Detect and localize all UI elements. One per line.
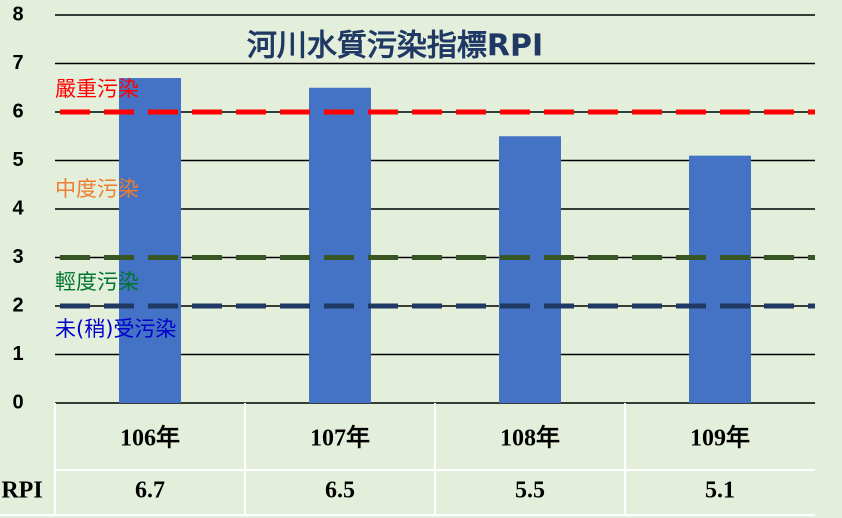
table-value: 6.7: [135, 478, 165, 504]
y-tick-label: 0: [12, 391, 23, 413]
y-tick-label: 3: [12, 246, 23, 268]
bar: [499, 136, 561, 403]
y-tick-label: 4: [12, 197, 24, 219]
y-tick-label: 2: [12, 294, 23, 316]
y-tick-label: 8: [12, 3, 23, 25]
annotation: 嚴重污染: [55, 77, 139, 101]
annotation: 中度污染: [55, 177, 139, 201]
chart: 29 012345678嚴重污染中度污染輕度污染未(稍)受污染106年6.710…: [0, 0, 842, 518]
table-value: 5.5: [515, 478, 545, 504]
bar: [119, 78, 181, 403]
bar: [309, 88, 371, 403]
y-tick-label: 1: [12, 343, 23, 365]
bar: [689, 156, 751, 403]
y-tick-label: 6: [12, 100, 23, 122]
table-value: 6.5: [325, 478, 355, 504]
page: 29 012345678嚴重污染中度污染輕度污染未(稍)受污染106年6.710…: [0, 0, 842, 518]
row-label: RPI: [1, 478, 42, 504]
category-label: 108年: [500, 424, 560, 452]
annotation: 輕度污染: [55, 270, 139, 294]
category-label: 106年: [120, 424, 180, 452]
y-tick-label: 5: [12, 149, 23, 171]
chart-title: 河川水質污染指標RPI: [247, 29, 543, 64]
y-tick-label: 7: [12, 52, 23, 74]
category-label: 109年: [690, 424, 750, 452]
table-value: 5.1: [705, 478, 735, 504]
category-label: 107年: [310, 424, 370, 452]
annotation: 未(稍)受污染: [55, 317, 176, 341]
